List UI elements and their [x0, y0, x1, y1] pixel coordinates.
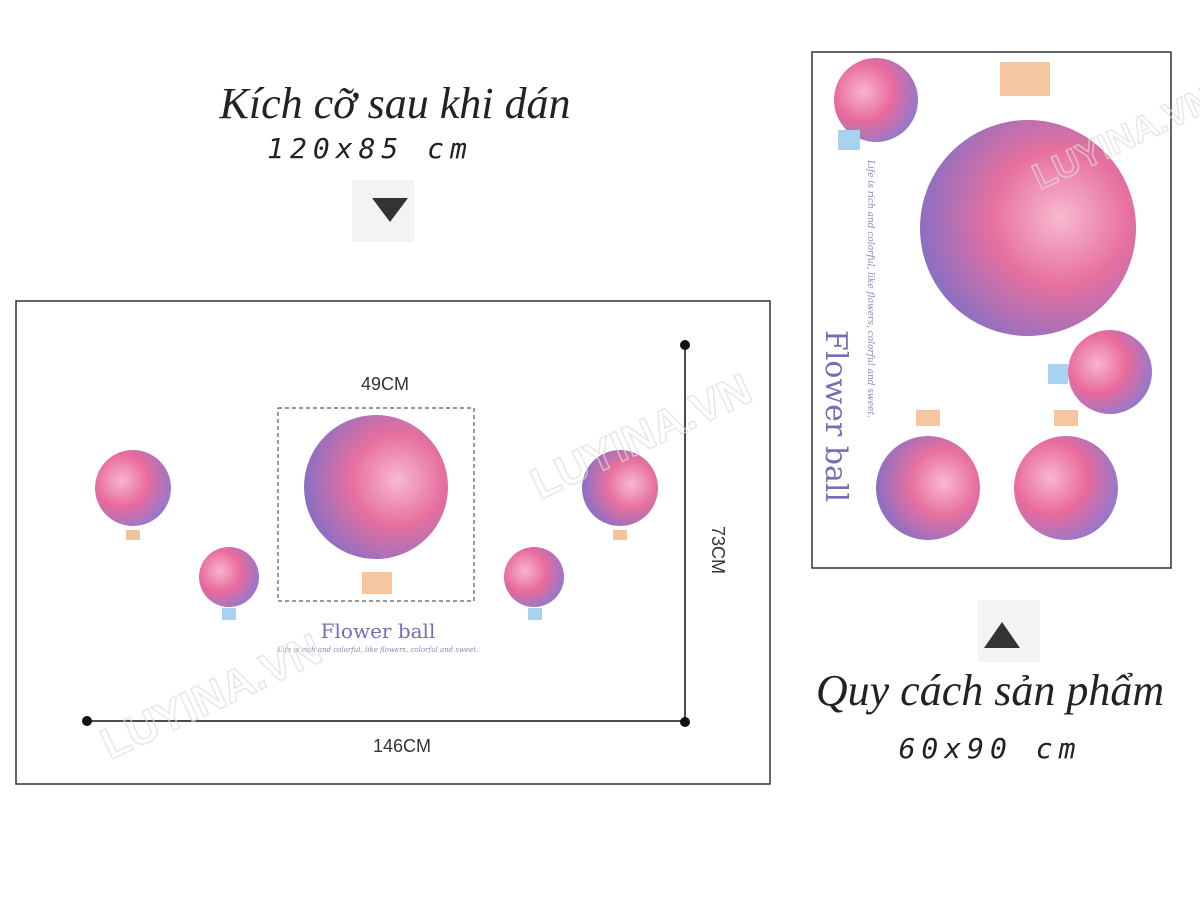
- left-title: Kích cỡ sau khi dán: [219, 79, 571, 128]
- arrow-up: [984, 622, 1020, 648]
- sheet-flowers: [834, 58, 1152, 540]
- tagline: Life is rich and colorful, like flowers,…: [277, 646, 479, 654]
- sheet-caption: Flower ball: [818, 330, 853, 502]
- dot: [680, 717, 690, 727]
- dot: [680, 340, 690, 350]
- width-label: 146CM: [373, 736, 431, 756]
- center-label: 49CM: [361, 374, 409, 394]
- sheet-tagline: Life is rich and colorful, like flowers,…: [865, 159, 875, 418]
- arrow-down: [372, 198, 408, 222]
- left-size: 120x85 cm: [267, 132, 473, 165]
- flowers: [95, 415, 658, 620]
- caption: Flower ball: [321, 619, 436, 643]
- dot: [82, 716, 92, 726]
- right-title: Quy cách sản phẩm: [816, 666, 1164, 715]
- size-box: [277, 407, 475, 602]
- height-label: 73CM: [708, 526, 728, 574]
- arrow-box: [978, 600, 1040, 662]
- right-size: 60x90 cm: [899, 732, 1082, 765]
